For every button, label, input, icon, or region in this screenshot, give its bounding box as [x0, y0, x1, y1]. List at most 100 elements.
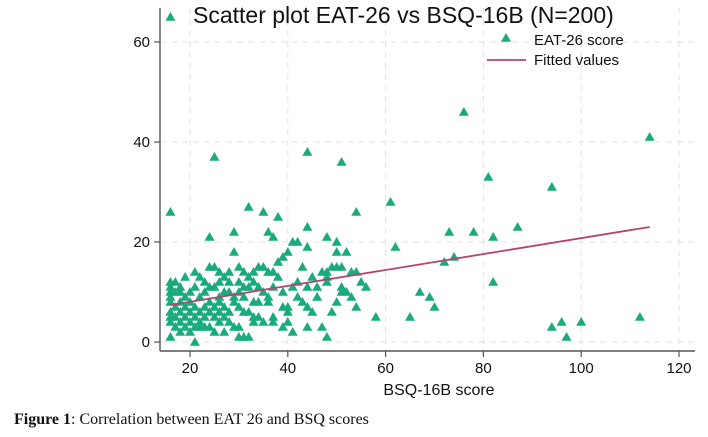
data-point — [287, 327, 298, 336]
data-point — [209, 282, 220, 291]
data-point — [488, 277, 499, 286]
scatter-points — [165, 12, 655, 346]
data-point — [488, 232, 499, 241]
data-point — [268, 312, 279, 321]
data-point — [214, 297, 225, 306]
data-point — [268, 232, 279, 241]
data-point — [243, 202, 254, 211]
data-point — [253, 312, 264, 321]
data-point — [189, 282, 200, 291]
data-point — [233, 277, 244, 286]
data-point — [214, 317, 225, 326]
data-point — [199, 287, 210, 296]
data-point — [346, 292, 357, 301]
data-point — [189, 312, 200, 321]
x-tick-label: 60 — [377, 360, 394, 377]
grid-lines — [160, 8, 695, 351]
data-point — [253, 297, 264, 306]
data-point — [180, 322, 191, 331]
data-point — [185, 317, 195, 326]
data-point — [351, 207, 362, 216]
figure-caption-text: : Correlation between EAT 26 and BSQ sco… — [71, 411, 369, 428]
data-point — [385, 197, 396, 206]
data-point — [277, 252, 288, 261]
data-point — [444, 227, 455, 236]
data-point — [180, 272, 191, 281]
data-point — [204, 232, 215, 241]
data-point — [556, 317, 567, 326]
data-point — [336, 282, 347, 291]
data-point — [248, 317, 259, 326]
data-point — [258, 287, 269, 296]
data-point — [297, 297, 308, 306]
data-point — [185, 287, 195, 296]
data-point — [180, 312, 191, 321]
y-ticks: 0 20 40 60 — [133, 34, 160, 351]
data-point — [302, 302, 313, 311]
data-point — [429, 302, 440, 311]
data-point — [209, 152, 220, 161]
legend-label-fitted: Fitted values — [534, 52, 619, 69]
data-point — [258, 262, 269, 271]
data-point — [331, 237, 342, 246]
data-point — [277, 322, 288, 331]
data-point — [229, 297, 240, 306]
data-point — [282, 302, 293, 311]
data-point — [644, 132, 655, 141]
data-point — [302, 147, 313, 156]
data-point — [273, 272, 284, 281]
x-ticks: 20 40 60 80 100 120 — [182, 351, 692, 377]
data-point — [238, 267, 249, 276]
y-tick-label: 20 — [133, 234, 150, 251]
data-point — [170, 312, 181, 321]
data-point — [307, 272, 318, 281]
data-point — [263, 292, 274, 301]
data-point — [233, 262, 244, 271]
data-point — [634, 312, 645, 321]
data-point — [199, 277, 210, 286]
data-point — [312, 282, 323, 291]
y-tick-label: 40 — [133, 134, 150, 151]
data-point — [214, 267, 225, 276]
data-point — [273, 257, 284, 266]
chart-title: Scatter plot EAT-26 vs BSQ-16B (N=200) — [193, 2, 614, 28]
data-point — [297, 262, 308, 271]
data-point — [194, 317, 205, 326]
data-point — [224, 277, 235, 286]
data-point — [175, 327, 186, 336]
data-point — [277, 287, 288, 296]
data-point — [287, 282, 298, 291]
data-point — [302, 222, 313, 231]
x-tick-label: 80 — [475, 360, 492, 377]
data-point — [194, 307, 205, 316]
legend-marker-triangle-icon — [501, 33, 511, 42]
data-point — [165, 307, 176, 316]
data-point — [292, 292, 303, 301]
data-point — [326, 307, 337, 316]
legend: EAT-26 score Fitted values — [487, 32, 624, 69]
data-point — [302, 242, 313, 251]
data-point — [165, 297, 176, 306]
data-point — [268, 317, 279, 326]
data-point — [331, 297, 342, 306]
data-point — [233, 302, 244, 311]
data-point — [351, 302, 362, 311]
data-point — [180, 292, 191, 301]
data-point — [170, 277, 181, 286]
data-point — [209, 302, 220, 311]
data-point — [189, 267, 200, 276]
data-point — [219, 272, 230, 281]
data-point — [165, 207, 176, 216]
data-point — [165, 282, 176, 291]
data-point — [209, 262, 220, 271]
data-point — [302, 322, 313, 331]
data-point — [165, 332, 176, 341]
data-point — [219, 327, 230, 336]
x-axis-label: BSQ-16B score — [383, 382, 494, 399]
data-point — [356, 277, 367, 286]
data-point — [175, 317, 186, 326]
data-point — [175, 282, 186, 291]
data-point — [209, 327, 220, 336]
data-point — [458, 107, 469, 116]
fitted-line — [170, 226, 650, 306]
